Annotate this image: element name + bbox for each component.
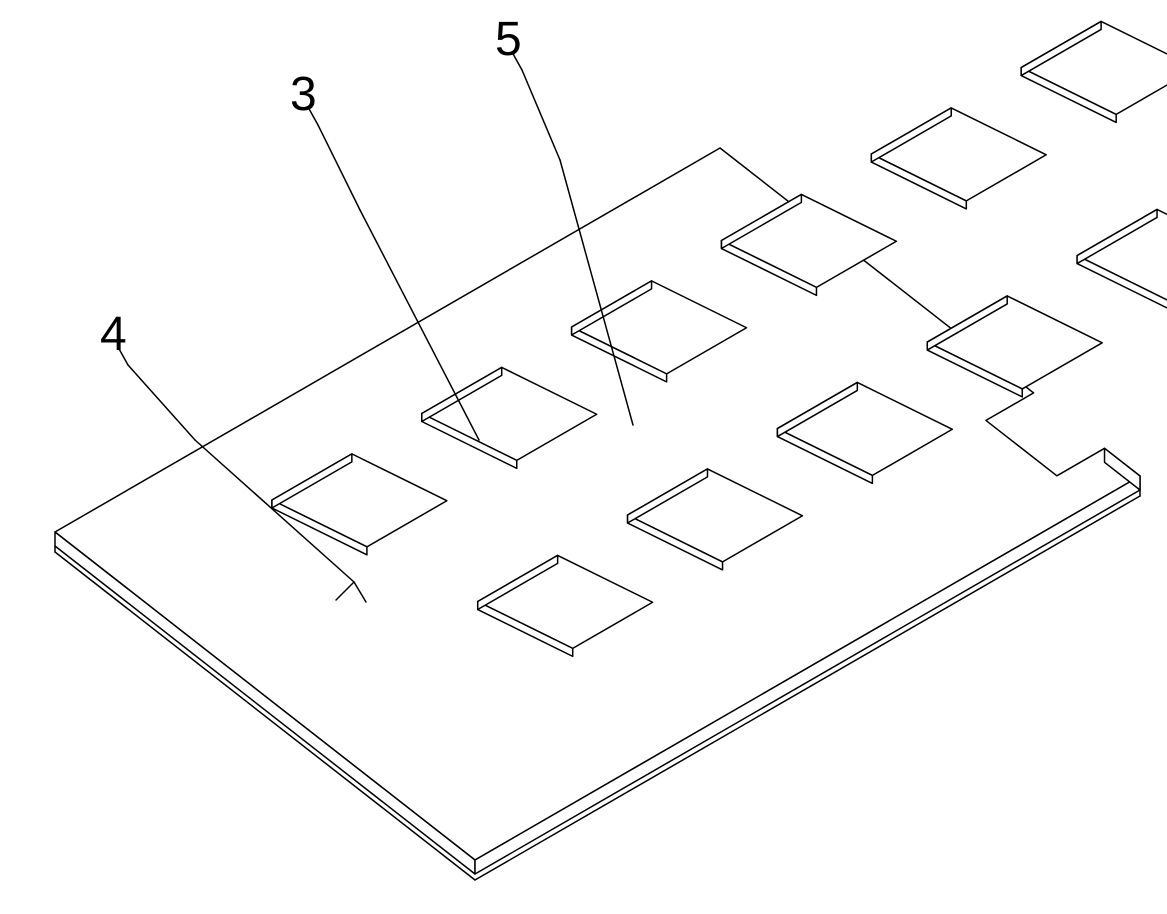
technical-diagram: 5 3 4 xyxy=(0,0,1167,914)
callout-label-4: 4 xyxy=(100,308,127,361)
callout-label-3: 3 xyxy=(290,68,317,121)
callout-label-5: 5 xyxy=(495,13,522,66)
